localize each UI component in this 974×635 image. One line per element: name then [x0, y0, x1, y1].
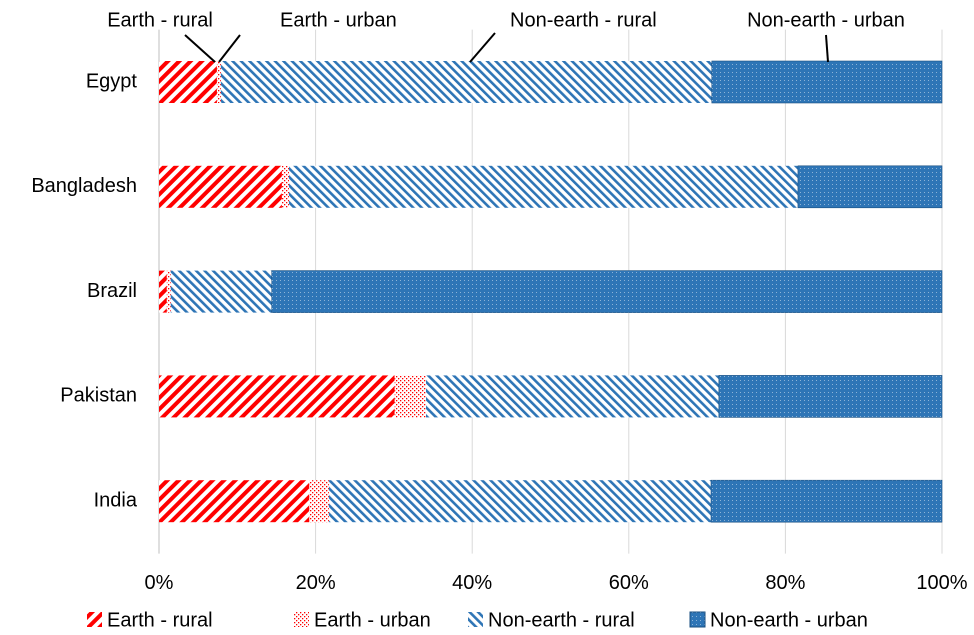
legend-swatch	[689, 611, 706, 628]
legend-label: Earth - urban	[314, 609, 431, 631]
y-tick-label: Brazil	[87, 280, 137, 302]
legend-label: Non-earth - rural	[488, 609, 635, 631]
legend-label: Earth - rural	[107, 609, 213, 631]
bar-segment	[159, 375, 395, 418]
bar-segment	[328, 480, 712, 523]
y-tick-label: Pakistan	[60, 385, 137, 407]
bar-segment	[170, 270, 272, 313]
bar-segment	[710, 479, 943, 523]
bar-segment	[797, 165, 943, 209]
legend-label: Non-earth - urban	[710, 609, 868, 631]
annotation: Non-earth - urban	[747, 9, 905, 31]
leader-line	[184, 34, 216, 63]
leader-line	[469, 32, 496, 63]
x-tick-label: 20%	[296, 572, 336, 594]
bar-segment	[426, 375, 719, 418]
bar-segment	[159, 480, 310, 523]
bar-segment	[166, 270, 171, 313]
annotation: Earth - rural	[107, 9, 213, 31]
bar-segment	[394, 375, 427, 418]
x-tick-label: 100%	[916, 572, 967, 594]
legend-swatch	[87, 612, 102, 627]
x-tick-label: 60%	[609, 572, 649, 594]
legend-swatch	[294, 612, 309, 627]
bar-segment	[309, 480, 329, 523]
leader-line	[825, 34, 829, 63]
bar-segment	[220, 61, 712, 103]
x-tick-label: 40%	[452, 572, 492, 594]
bar-segment	[159, 165, 282, 208]
annotation: Earth - urban	[280, 9, 397, 31]
bar-segment	[281, 165, 289, 208]
y-tick-label: Egypt	[86, 70, 138, 92]
annotation: Non-earth - rural	[510, 9, 657, 31]
leader-line	[218, 34, 241, 63]
bar-segment	[271, 270, 943, 313]
x-tick-label: 0%	[145, 572, 174, 594]
bar-segment	[159, 270, 167, 313]
x-tick-label: 80%	[765, 572, 805, 594]
legend-swatch	[468, 612, 483, 627]
bar-segment	[718, 375, 943, 418]
bar-segment	[288, 165, 798, 208]
y-tick-label: Bangladesh	[31, 175, 137, 197]
bar-segment	[159, 61, 217, 103]
bar-segment	[711, 60, 943, 104]
y-tick-label: India	[94, 489, 138, 511]
bar-segment	[216, 61, 221, 103]
